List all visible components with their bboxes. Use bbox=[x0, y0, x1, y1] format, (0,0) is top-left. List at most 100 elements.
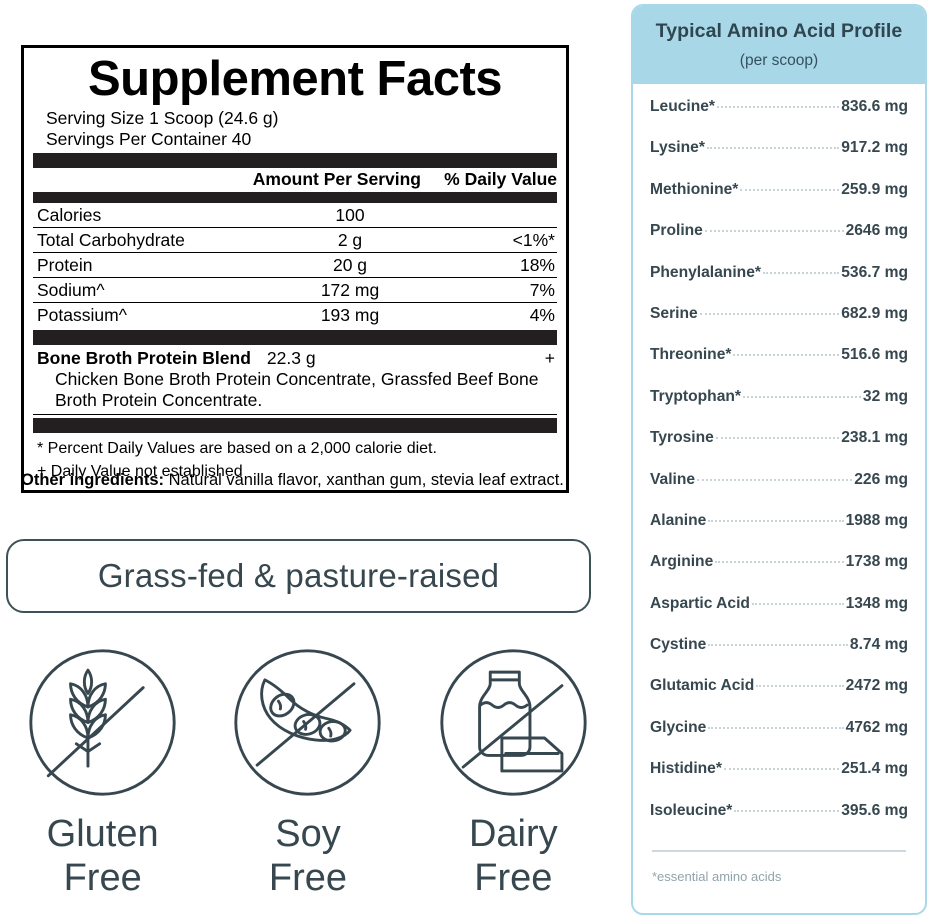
amino-acid-row: Glutamic Acid 2472 mg bbox=[650, 677, 908, 718]
amino-acid-value: 238.1 mg bbox=[841, 429, 908, 447]
table-row: Calories 100 bbox=[33, 203, 557, 228]
protein-blend-daily-value: + bbox=[544, 348, 555, 368]
amino-acid-value: 1348 mg bbox=[845, 594, 908, 612]
nutrient-daily-value: 4% bbox=[529, 305, 555, 325]
leader-dots bbox=[708, 644, 848, 647]
amino-acid-value: 395.6 mg bbox=[841, 801, 908, 819]
amino-acid-card-header: Typical Amino Acid Profile (per scoop) bbox=[633, 6, 925, 84]
other-ingredients-label: Other ingredients: bbox=[21, 471, 165, 489]
table-column-headers: Amount Per Serving % Daily Value bbox=[33, 168, 557, 192]
amino-acid-row: Proline 2646 mg bbox=[650, 222, 908, 263]
amino-acid-name: Phenylalanine* bbox=[650, 263, 761, 281]
servings-per-container-text: Servings Per Container 40 bbox=[46, 129, 252, 149]
leader-dots bbox=[715, 561, 844, 564]
leader-dots bbox=[751, 602, 844, 605]
free-from-item-gluten: Gluten Free bbox=[8, 645, 198, 900]
amino-acid-name: Tryptophan* bbox=[650, 387, 741, 405]
supplement-facts-title: Supplement Facts bbox=[87, 52, 503, 106]
nutrient-name: Potassium^ bbox=[37, 305, 127, 325]
amino-acid-name: Proline bbox=[650, 222, 703, 240]
amino-acid-name: Lysine* bbox=[650, 139, 705, 157]
nutrient-amount: 193 mg bbox=[320, 305, 380, 325]
grass-fed-badge: Grass-fed & pasture-raised bbox=[6, 539, 591, 613]
leader-dots bbox=[704, 230, 844, 233]
amino-acid-row: Leucine* 836.6 mg bbox=[650, 98, 908, 139]
free-from-line2: Free bbox=[63, 857, 142, 899]
amino-acid-footnote: *essential amino acids bbox=[652, 868, 782, 884]
amino-acid-name: Tyrosine bbox=[650, 429, 714, 447]
leader-dots bbox=[740, 188, 840, 191]
protein-blend-ingredients: Chicken Bone Broth Protein Concentrate, … bbox=[55, 369, 539, 410]
free-from-line2: Free bbox=[474, 857, 553, 899]
leader-dots bbox=[708, 519, 844, 522]
nutrient-amount: 100 bbox=[335, 205, 365, 225]
amino-acid-row: Phenylalanine* 536.7 mg bbox=[650, 264, 908, 305]
amino-acid-row: Cystine 8.74 mg bbox=[650, 636, 908, 677]
amino-acid-value: 4762 mg bbox=[845, 718, 908, 736]
amino-acid-name: Histidine* bbox=[650, 760, 722, 778]
amino-acid-name: Methionine* bbox=[650, 180, 739, 198]
amino-acid-name: Serine bbox=[650, 304, 698, 322]
table-row: Total Carbohydrate 2 g <1%* bbox=[33, 228, 557, 253]
amino-acid-card-title: Typical Amino Acid Profile bbox=[655, 20, 903, 42]
leader-dots bbox=[699, 312, 840, 315]
nutrient-name: Sodium^ bbox=[37, 280, 105, 300]
amino-acid-value: 1738 mg bbox=[845, 553, 908, 571]
no-gluten-icon bbox=[29, 649, 176, 796]
free-from-label-gluten: Gluten Free bbox=[47, 812, 159, 900]
amino-acid-value: 2646 mg bbox=[845, 222, 908, 240]
amino-acid-name: Aspartic Acid bbox=[650, 594, 750, 612]
amino-acid-value: 259.9 mg bbox=[841, 180, 908, 198]
leader-dots bbox=[708, 726, 844, 729]
free-from-line1: Gluten bbox=[46, 813, 159, 855]
amino-acid-name: Valine bbox=[650, 470, 696, 488]
amino-acid-value: 226 mg bbox=[854, 470, 908, 488]
amino-acid-value: 682.9 mg bbox=[841, 304, 908, 322]
amino-acid-row: Glycine 4762 mg bbox=[650, 719, 908, 760]
nutrient-amount: 172 mg bbox=[320, 280, 380, 300]
free-from-line1: Dairy bbox=[468, 813, 558, 855]
amino-acid-row: Threonine* 516.6 mg bbox=[650, 346, 908, 387]
leader-dots bbox=[742, 395, 861, 398]
free-from-line1: Soy bbox=[275, 813, 341, 855]
amino-acid-name: Isoleucine* bbox=[650, 801, 733, 819]
other-ingredients-value: Natural vanilla flavor, xanthan gum, ste… bbox=[164, 471, 564, 489]
leader-dots bbox=[723, 768, 840, 771]
amino-acid-value: 1988 mg bbox=[845, 511, 908, 529]
free-from-label-dairy: Dairy Free bbox=[469, 812, 558, 900]
amino-acid-row: Tryptophan* 32 mg bbox=[650, 388, 908, 429]
protein-blend-name: Bone Broth Protein Blend bbox=[37, 348, 251, 368]
amino-acid-footnote-divider bbox=[652, 850, 906, 852]
amino-acid-row: Methionine* 259.9 mg bbox=[650, 181, 908, 222]
protein-blend-amount: 22.3 g bbox=[266, 348, 316, 368]
amino-acid-row: Aspartic Acid 1348 mg bbox=[650, 595, 908, 636]
table-row: Protein 20 g 18% bbox=[33, 253, 557, 278]
grass-fed-badge-text: Grass-fed & pasture-raised bbox=[97, 557, 500, 594]
amino-acid-name: Threonine* bbox=[650, 346, 732, 364]
free-from-item-soy: Soy Free bbox=[213, 645, 403, 900]
leader-dots bbox=[756, 685, 844, 688]
amino-acid-row: Alanine 1988 mg bbox=[650, 512, 908, 553]
footnote-daily-values: * Percent Daily Values are based on a 2,… bbox=[37, 440, 437, 457]
leader-dots bbox=[706, 147, 840, 150]
amino-acid-row: Arginine 1738 mg bbox=[650, 553, 908, 594]
nutrient-amount: 2 g bbox=[337, 230, 363, 250]
amino-acid-name: Alanine bbox=[650, 511, 707, 529]
left-column: Supplement Facts Serving Size 1 Scoop (2… bbox=[6, 45, 591, 900]
leader-dots bbox=[734, 809, 840, 812]
serving-size-text: Serving Size 1 Scoop (24.6 g) bbox=[46, 108, 279, 128]
free-from-label-soy: Soy Free bbox=[269, 812, 347, 900]
table-row: Sodium^ 172 mg 7% bbox=[33, 278, 557, 303]
amino-acid-row: Lysine* 917.2 mg bbox=[650, 139, 908, 180]
nutrient-daily-value: 18% bbox=[519, 255, 555, 275]
leader-dots bbox=[733, 354, 840, 357]
divider-bar-before-blend bbox=[33, 330, 557, 345]
amino-acid-value: 536.7 mg bbox=[841, 263, 908, 281]
amino-acid-name: Arginine bbox=[650, 553, 714, 571]
leader-dots bbox=[697, 478, 853, 481]
no-dairy-icon bbox=[440, 649, 587, 796]
amino-acid-name: Cystine bbox=[650, 636, 707, 654]
no-soy-icon bbox=[234, 649, 382, 796]
amino-acid-name: Leucine* bbox=[650, 98, 715, 115]
